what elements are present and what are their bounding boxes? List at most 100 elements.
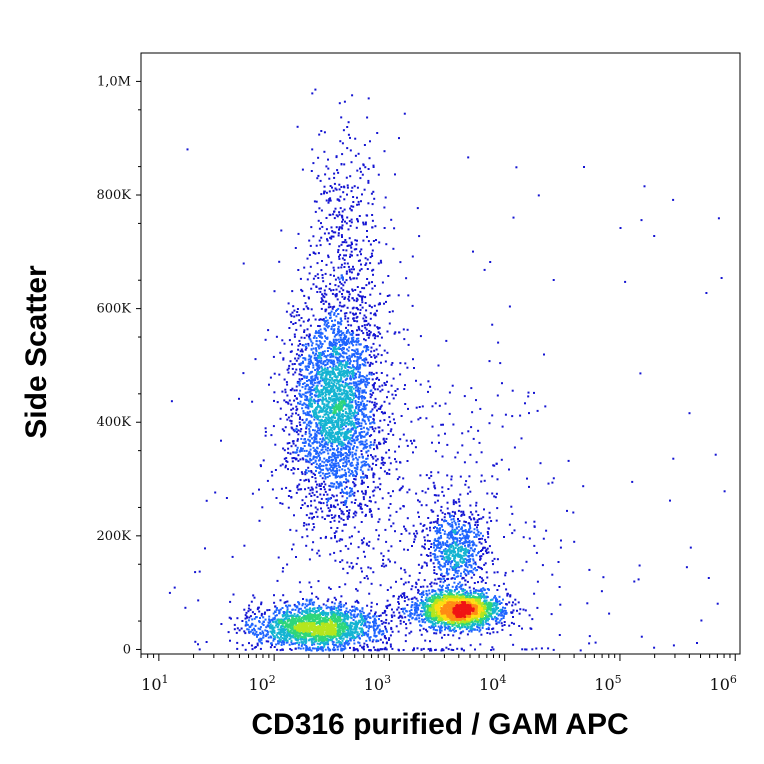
event-dot [382, 641, 384, 644]
event-dot [346, 515, 349, 518]
event-dot [343, 241, 346, 244]
event-dot [539, 462, 542, 465]
event-dot [385, 642, 388, 645]
event-dot [308, 461, 311, 464]
event-dot [469, 547, 472, 550]
event-dot [354, 478, 357, 481]
event-dot [342, 462, 345, 465]
event-dot [343, 359, 346, 362]
event-dot [343, 198, 346, 201]
event-dot [304, 431, 307, 433]
event-dot [373, 401, 376, 404]
event-dot [387, 492, 390, 495]
event-dot [251, 492, 254, 495]
event-dot [325, 228, 328, 231]
event-dot [337, 645, 340, 648]
event-dot [545, 529, 548, 532]
event-dot [479, 558, 481, 561]
event-dot [410, 598, 413, 601]
event-dot [343, 258, 346, 261]
event-dot [295, 359, 298, 362]
event-dot [431, 589, 434, 592]
event-dot [446, 443, 449, 446]
event-dot [381, 281, 384, 284]
event-dot [349, 472, 352, 475]
event-dot [434, 648, 437, 651]
event-dot [297, 357, 300, 360]
event-dot [533, 525, 536, 528]
event-dot [335, 378, 338, 381]
event-dot [336, 330, 339, 333]
event-dot [359, 502, 362, 505]
event-dot [346, 245, 349, 247]
event-dot [304, 391, 307, 394]
event-dot [384, 412, 386, 415]
event-dot [335, 467, 338, 470]
event-dot [326, 368, 329, 371]
event-dot [373, 383, 375, 386]
event-dot [395, 468, 398, 471]
event-dot [293, 514, 295, 517]
event-dot [316, 418, 319, 421]
event-dot [308, 414, 311, 417]
event-dot [198, 570, 201, 573]
event-dot [582, 485, 585, 488]
event-dot [429, 583, 432, 585]
event-dot [468, 586, 471, 589]
event-dot [362, 295, 364, 298]
event-dot [465, 530, 468, 533]
event-dot [517, 601, 520, 604]
event-dot [290, 496, 293, 499]
event-dot [458, 520, 461, 522]
event-dot [504, 607, 507, 610]
event-dot [307, 486, 310, 489]
event-dot [357, 356, 360, 359]
event-dot [355, 368, 358, 371]
event-dot [506, 592, 509, 595]
event-dot [449, 533, 452, 536]
event-dot [518, 625, 521, 627]
event-dot [463, 589, 466, 592]
event-dot [341, 538, 344, 541]
event-dot [245, 623, 248, 626]
event-dot [323, 190, 326, 193]
event-dot [347, 366, 350, 368]
event-dot [385, 605, 388, 608]
event-dot [452, 568, 455, 571]
event-dot [366, 433, 369, 436]
event-dot [362, 624, 365, 627]
event-dot [342, 491, 345, 494]
event-dot [431, 425, 434, 428]
event-dot [308, 432, 311, 435]
event-dot [474, 521, 477, 524]
event-dot [446, 536, 449, 539]
event-dot [381, 384, 384, 387]
event-dot [355, 403, 358, 406]
event-dot [330, 609, 333, 612]
event-dot [331, 643, 334, 646]
event-dot [220, 623, 223, 625]
event-dot [370, 306, 373, 309]
event-dot [444, 542, 447, 545]
event-dot [445, 520, 448, 522]
event-dot [511, 512, 514, 515]
event-dot [384, 621, 387, 624]
event-dot [347, 121, 350, 124]
event-dot [350, 470, 353, 473]
event-dot [327, 201, 330, 204]
event-dot [340, 276, 343, 279]
event-dot [356, 615, 359, 618]
event-dot [345, 501, 347, 504]
event-dot [348, 474, 351, 477]
event-dot [337, 641, 340, 644]
event-dot [336, 361, 339, 364]
event-dot [363, 577, 366, 579]
event-dot [305, 413, 308, 416]
event-dot [343, 469, 346, 472]
event-dot [317, 371, 319, 374]
event-dot [442, 555, 444, 558]
event-dot [355, 376, 358, 379]
event-dot [455, 585, 458, 588]
event-dot [343, 163, 346, 166]
event-dot [466, 580, 469, 583]
